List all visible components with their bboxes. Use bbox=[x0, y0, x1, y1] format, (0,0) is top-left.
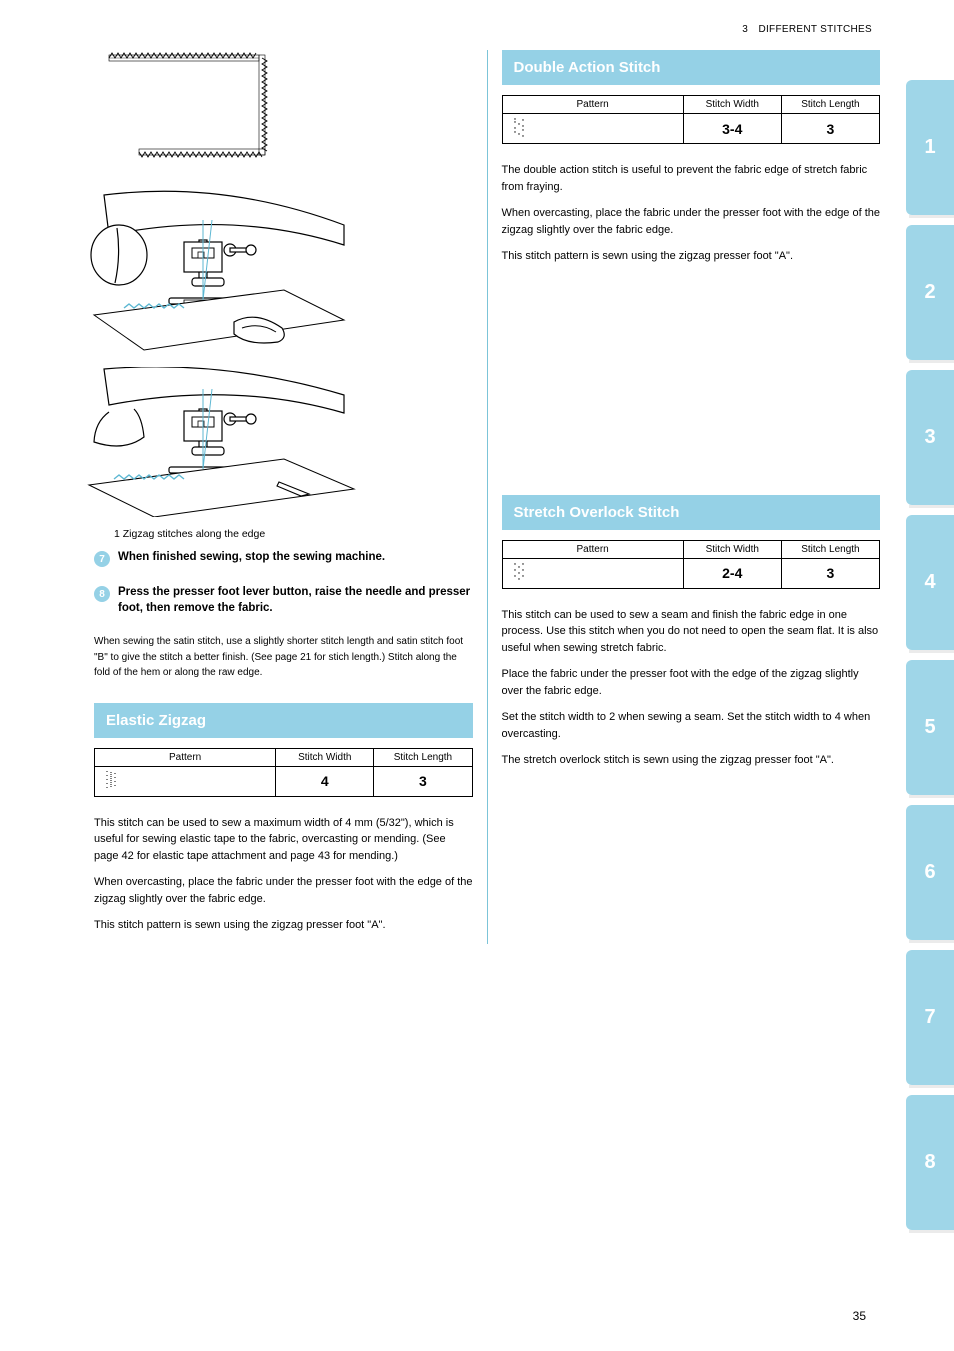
col-pattern: Pattern bbox=[502, 96, 683, 114]
elastic-zigzag-table: Pattern Stitch Width Stitch Length 4 3 bbox=[94, 748, 473, 797]
step-text: Press the presser foot lever button, rai… bbox=[118, 585, 473, 616]
elastic-zigzag-heading: Elastic Zigzag bbox=[94, 703, 473, 738]
double-action-body: The double action stitch is useful to pr… bbox=[502, 162, 881, 265]
stretch-overlock-stitch-icon bbox=[513, 562, 527, 582]
tab-1[interactable]: 1 bbox=[906, 80, 954, 215]
step-number-7: 7 bbox=[94, 551, 110, 567]
col-length: Stitch Length bbox=[374, 748, 472, 766]
sewing-machine-diagram-2 bbox=[84, 367, 364, 520]
length-value: 3 bbox=[781, 558, 879, 588]
length-value: 3 bbox=[781, 114, 879, 144]
zigzag-stitch-icon bbox=[105, 770, 119, 790]
double-action-stitch-icon bbox=[513, 117, 527, 137]
col-length: Stitch Length bbox=[781, 540, 879, 558]
col-width: Stitch Width bbox=[683, 540, 781, 558]
tab-2[interactable]: 2 bbox=[906, 225, 954, 360]
col-pattern: Pattern bbox=[502, 540, 683, 558]
col-width: Stitch Width bbox=[683, 96, 781, 114]
tab-4[interactable]: 4 bbox=[906, 515, 954, 650]
pattern-cell bbox=[502, 114, 683, 144]
right-column: Double Action Stitch Pattern Stitch Widt… bbox=[488, 50, 895, 944]
side-tabs: 1 2 3 4 5 6 7 8 bbox=[906, 80, 954, 1240]
length-value: 3 bbox=[374, 766, 472, 796]
satin-stitch-note: When sewing the satin stitch, use a slig… bbox=[94, 634, 473, 681]
pattern-cell bbox=[95, 766, 276, 796]
zigzag-caption: 1 Zigzag stitches along the edge bbox=[114, 528, 473, 540]
stretch-overlock-table: Pattern Stitch Width Stitch Length 2-4 3 bbox=[502, 540, 881, 589]
double-action-heading: Double Action Stitch bbox=[502, 50, 881, 85]
step-text: When finished sewing, stop the sewing ma… bbox=[118, 550, 473, 566]
left-column: 1 Zigzag stitches along the edge 7 When … bbox=[80, 50, 488, 944]
col-width: Stitch Width bbox=[276, 748, 374, 766]
double-action-table: Pattern Stitch Width Stitch Length 3-4 3 bbox=[502, 95, 881, 144]
tab-5[interactable]: 5 bbox=[906, 660, 954, 795]
tab-8[interactable]: 8 bbox=[906, 1095, 954, 1230]
width-value: 2-4 bbox=[683, 558, 781, 588]
step-number-8: 8 bbox=[94, 586, 110, 602]
elastic-zigzag-body: This stitch can be used to sew a maximum… bbox=[94, 815, 473, 934]
section-header: 3 DIFFERENT STITCHES bbox=[742, 24, 872, 35]
stretch-overlock-heading: Stretch Overlock Stitch bbox=[502, 495, 881, 530]
col-length: Stitch Length bbox=[781, 96, 879, 114]
steps-left-top: 7 When finished sewing, stop the sewing … bbox=[94, 550, 473, 616]
col-pattern: Pattern bbox=[95, 748, 276, 766]
width-value: 3-4 bbox=[683, 114, 781, 144]
sewing-machine-diagram-1 bbox=[84, 190, 364, 363]
tab-6[interactable]: 6 bbox=[906, 805, 954, 940]
tab-3-active[interactable]: 3 bbox=[906, 370, 954, 505]
tab-7[interactable]: 7 bbox=[906, 950, 954, 1085]
pattern-cell bbox=[502, 558, 683, 588]
page-number: 35 bbox=[853, 1309, 866, 1323]
stretch-overlock-body: This stitch can be used to sew a seam an… bbox=[502, 607, 881, 769]
zigzag-edge-diagram bbox=[104, 50, 294, 180]
width-value: 4 bbox=[276, 766, 374, 796]
